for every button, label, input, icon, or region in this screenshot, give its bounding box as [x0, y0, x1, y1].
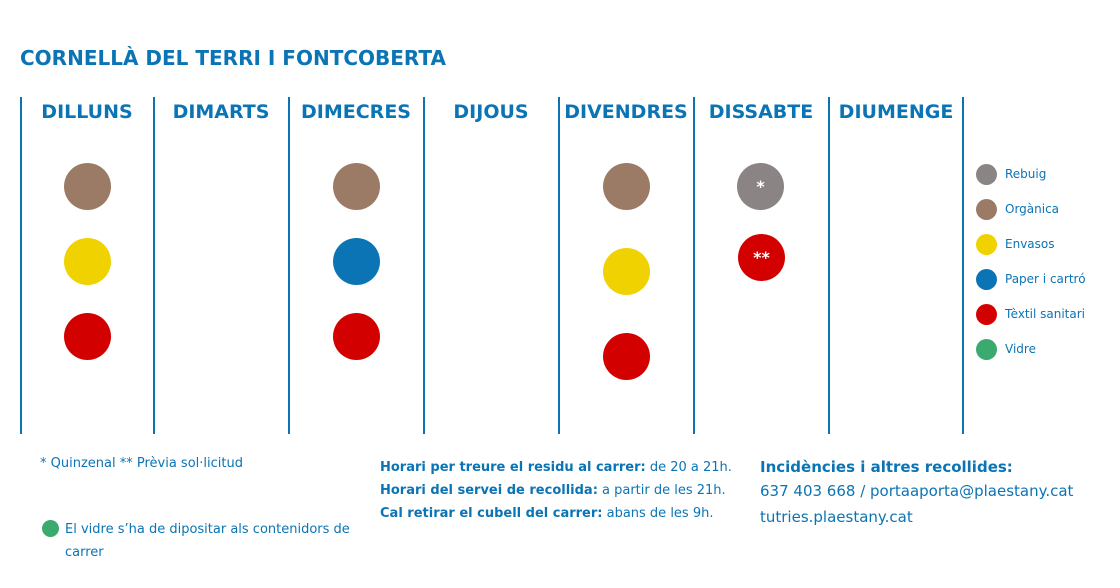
hours-value: a partir de les 21h. — [597, 483, 726, 498]
legend-label: Paper i cartró — [1005, 272, 1086, 286]
day-header-saturday: DISSABTE — [708, 101, 814, 123]
column-divider — [962, 97, 964, 434]
column-divider — [20, 97, 22, 434]
column-divider — [693, 97, 695, 434]
day-header-tuesday: DIMARTS — [172, 101, 270, 123]
day-header-wednesday: DIMECRES — [301, 101, 411, 123]
legend-dot — [976, 338, 997, 360]
glass-note-text: El vidre s’ha de dipositar als contenido… — [65, 522, 350, 560]
legend-item-envasos: Envasos — [976, 233, 1055, 255]
glass-dot-icon — [42, 520, 59, 537]
hours-label: Horari del servei de recollida: — [380, 483, 598, 498]
wednesday-dot-3 — [333, 313, 380, 360]
day-header-sunday: DIUMENGE — [838, 101, 954, 123]
saturday-dot-1: * — [737, 163, 784, 210]
saturday-dot-2: ** — [738, 234, 785, 281]
contact-phone-email[interactable]: 637 403 668 / portaaporta@plaestany.cat — [760, 482, 1074, 500]
column-divider — [288, 97, 290, 434]
hours-label: Cal retirar el cubell del carrer: — [380, 506, 603, 521]
contact-website-link[interactable]: tutries.plaestany.cat — [760, 508, 913, 526]
column-divider — [828, 97, 830, 434]
wednesday-dot-2 — [333, 238, 380, 285]
legend-item-paper: Paper i cartró — [976, 268, 1086, 290]
day-header-thursday: DIJOUS — [453, 101, 529, 123]
legend-dot — [976, 198, 997, 220]
hours-label: Horari per treure el residu al carrer: — [380, 460, 646, 475]
friday-dot-3 — [603, 333, 650, 380]
hours-value: abans de les 9h. — [602, 506, 714, 521]
column-divider — [558, 97, 560, 434]
column-divider — [423, 97, 425, 434]
hours-value: de 20 a 21h. — [645, 460, 732, 475]
monday-dot-2 — [64, 238, 111, 285]
hours-block: Horari per treure el residu al carrer: d… — [380, 456, 732, 525]
day-header-monday: DILLUNS — [41, 101, 133, 123]
legend-label: Vidre — [1005, 342, 1036, 356]
monday-dot-1 — [64, 163, 111, 210]
friday-dot-2 — [603, 248, 650, 295]
legend-label: Tèxtil sanitari — [1005, 307, 1085, 321]
day-header-friday: DIVENDRES — [564, 101, 688, 123]
hours-line: Horari per treure el residu al carrer: d… — [380, 456, 732, 479]
friday-dot-1 — [603, 163, 650, 210]
legend-label: Rebuig — [1005, 167, 1047, 181]
hours-line: Cal retirar el cubell del carrer: abans … — [380, 502, 732, 525]
hours-line: Horari del servei de recollida: a partir… — [380, 479, 732, 502]
legend-label: Envasos — [1005, 237, 1055, 251]
legend-dot — [976, 268, 997, 290]
legend-item-textil: Tèxtil sanitari — [976, 303, 1085, 325]
legend-item-vidre: Vidre — [976, 338, 1036, 360]
wednesday-dot-1 — [333, 163, 380, 210]
contact-block: Incidències i altres recollides: 637 403… — [760, 456, 1073, 530]
legend-dot — [976, 163, 997, 185]
legend-dot — [976, 233, 997, 255]
monday-dot-3 — [64, 313, 111, 360]
footnote: * Quinzenal ** Prèvia sol·licitud — [40, 456, 243, 471]
legend-dot — [976, 303, 997, 325]
legend-label: Orgànica — [1005, 202, 1060, 216]
contact-heading: Incidències i altres recollides: — [760, 458, 1013, 476]
legend-item-rebuig: Rebuig — [976, 163, 1046, 185]
legend-item-organica: Orgànica — [976, 198, 1059, 220]
page-title: CORNELLÀ DEL TERRI I FONTCOBERTA — [20, 46, 446, 70]
glass-note: El vidre s’ha de dipositar als contenido… — [42, 518, 362, 564]
column-divider — [153, 97, 155, 434]
